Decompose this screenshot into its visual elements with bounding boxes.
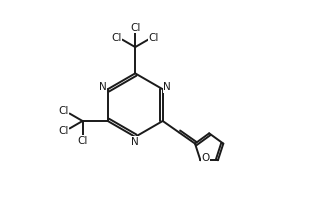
Text: N: N bbox=[99, 82, 107, 92]
Text: N: N bbox=[131, 137, 139, 147]
Text: Cl: Cl bbox=[130, 23, 141, 33]
Text: Cl: Cl bbox=[58, 126, 69, 136]
Text: Cl: Cl bbox=[58, 106, 69, 116]
Text: Cl: Cl bbox=[111, 33, 122, 43]
Text: N: N bbox=[163, 82, 171, 92]
Text: Cl: Cl bbox=[77, 136, 88, 146]
Text: O: O bbox=[201, 153, 209, 163]
Text: Cl: Cl bbox=[149, 33, 159, 43]
